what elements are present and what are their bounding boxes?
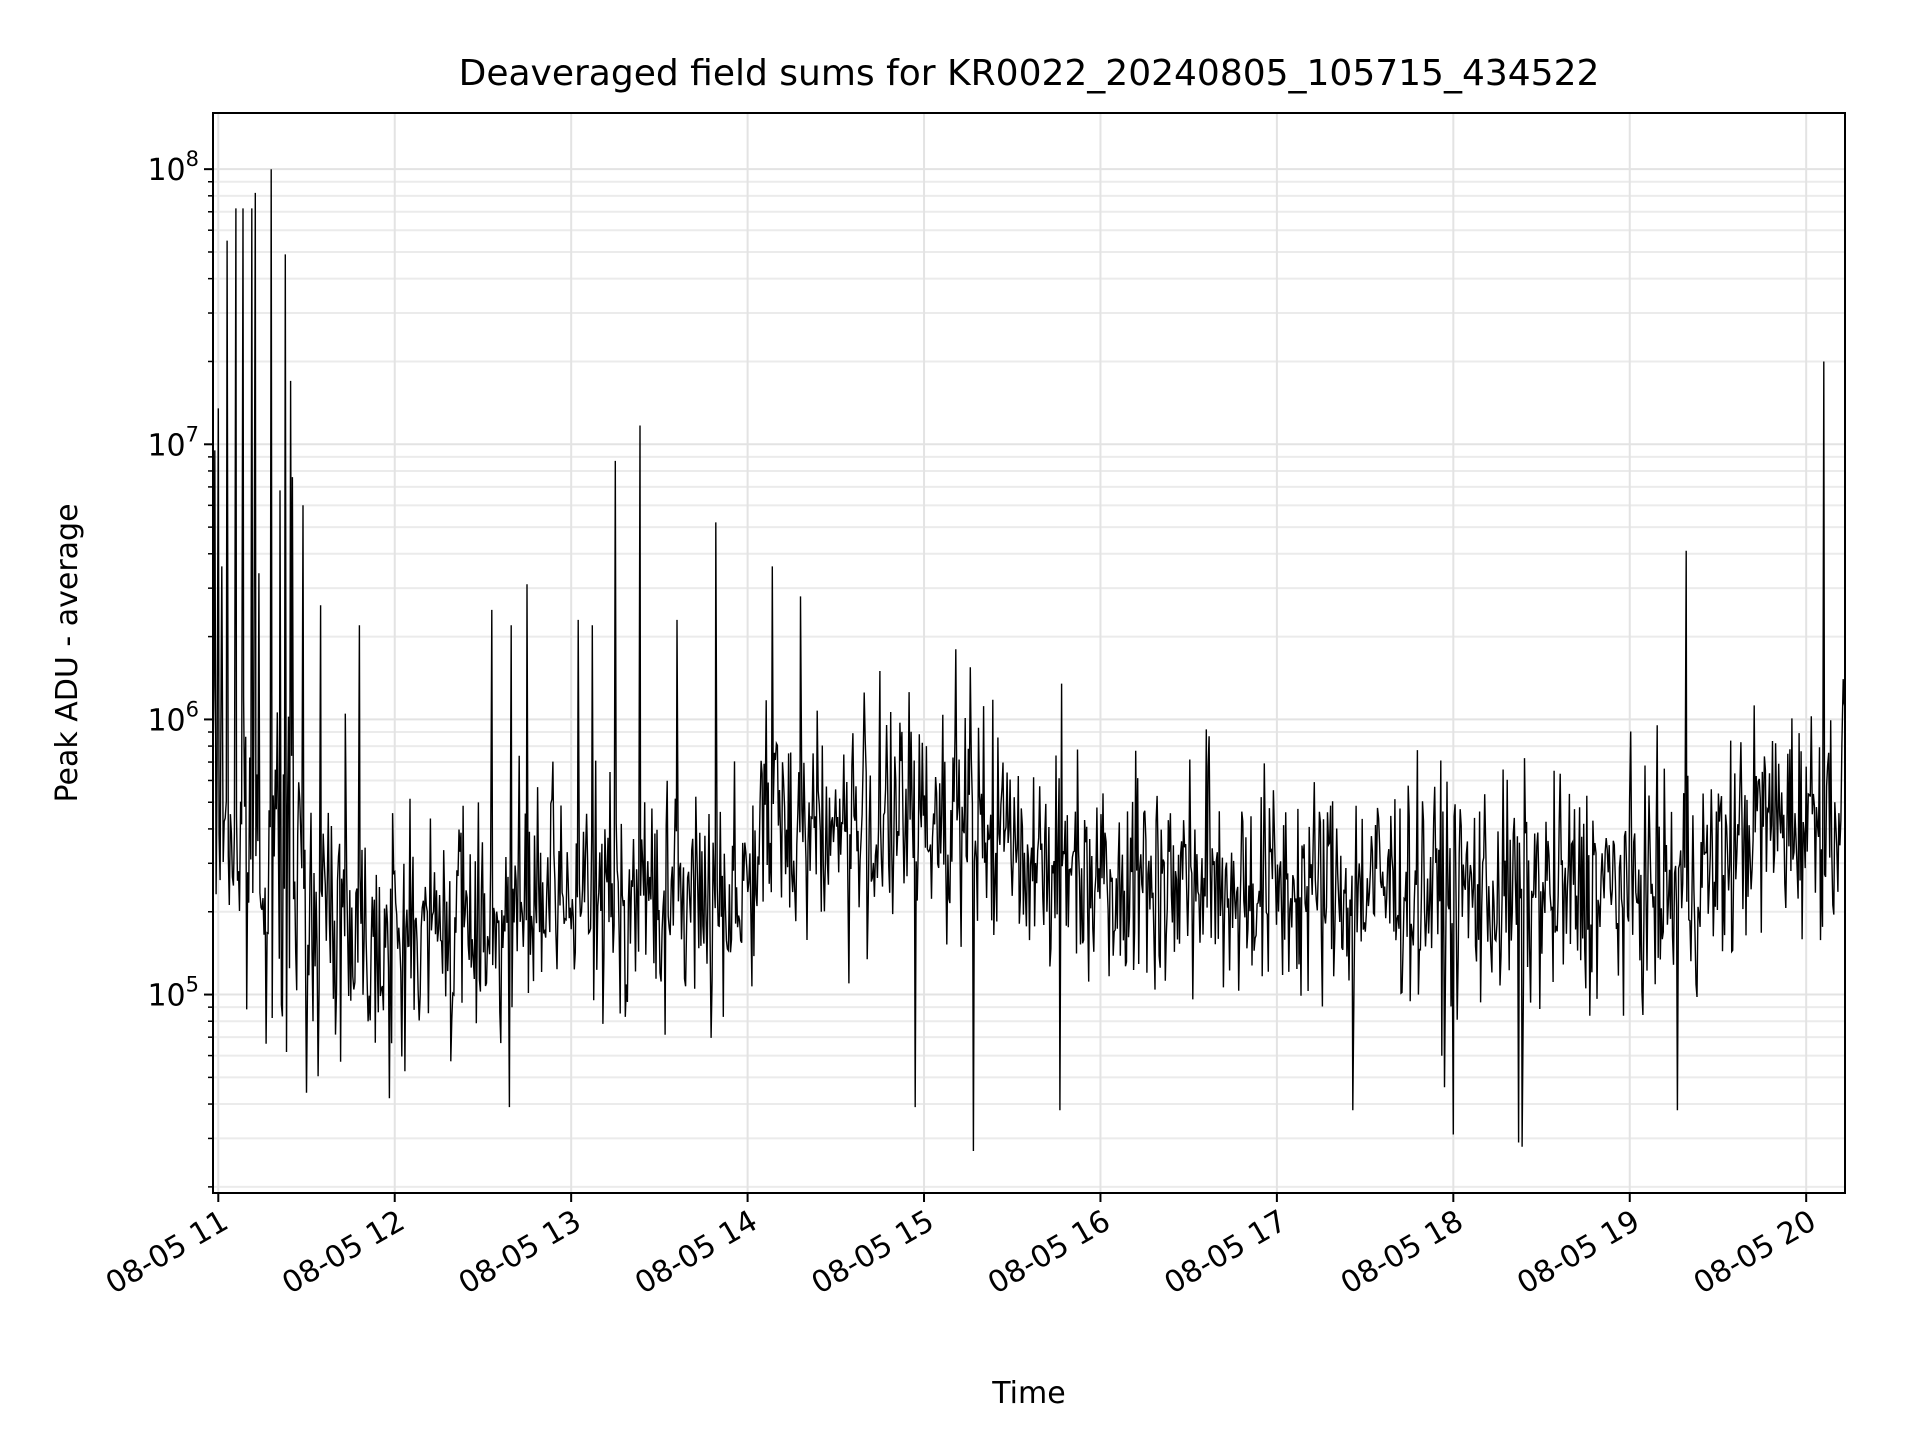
y-tick-label: 107 <box>147 422 199 463</box>
y-tick-label: 105 <box>147 973 199 1014</box>
y-tick-label: 106 <box>147 697 199 738</box>
y-axis-ticks: 105 106 107 108 <box>147 147 213 1188</box>
data-series <box>212 169 1846 1152</box>
plot-area-frame <box>212 112 1846 1194</box>
x-axis-label: Time <box>991 1376 1065 1411</box>
series-line <box>212 169 1846 1152</box>
y-tick-label: 108 <box>147 147 199 188</box>
chart-title: Deaveraged field sums for KR0022_2024080… <box>459 53 1600 94</box>
y-axis-label: Peak ADU - average <box>50 503 85 802</box>
